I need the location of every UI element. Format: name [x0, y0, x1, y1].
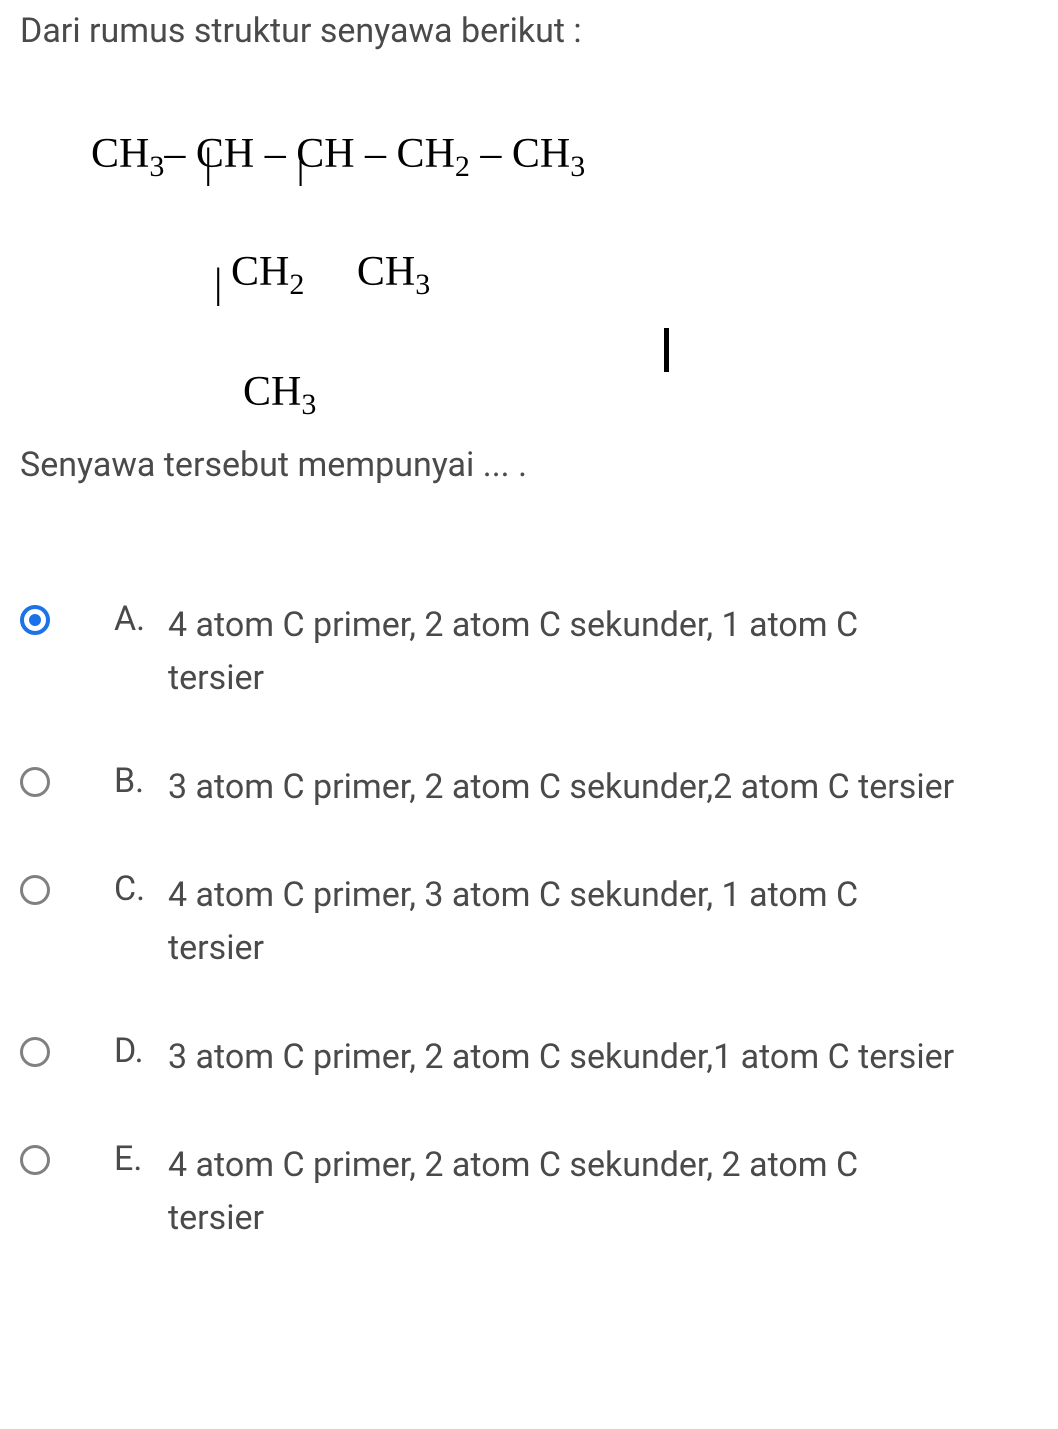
- option-text: 4 atom C primer, 3 atom C sekunder, 1 at…: [168, 869, 958, 974]
- option-text: 3 atom C primer, 2 atom C sekunder,1 ato…: [168, 1031, 954, 1084]
- option-letter: D.: [114, 1031, 168, 1071]
- question-prompt: Senyawa tersebut mempunyai ... .: [20, 442, 1038, 490]
- option-text: 4 atom C primer, 2 atom C sekunder, 2 at…: [168, 1139, 958, 1244]
- formula-row-5: CH3: [180, 320, 316, 470]
- option-row[interactable]: B.3 atom C primer, 2 atom C sekunder,2 a…: [20, 761, 1038, 814]
- option-row[interactable]: A. 4 atom C primer, 2 atom C sekunder, 1…: [20, 599, 1038, 704]
- option-letter: C.: [114, 869, 168, 909]
- formula-row-4: |: [214, 260, 222, 308]
- options-list: A. 4 atom C primer, 2 atom C sekunder, 1…: [20, 599, 1038, 1245]
- question-intro: Dari rumus struktur senyawa berikut :: [20, 8, 1038, 56]
- radio-button[interactable]: [20, 1037, 50, 1067]
- radio-button[interactable]: [20, 1145, 50, 1175]
- option-text: 4 atom C primer, 2 atom C sekunder, 1 at…: [168, 599, 958, 704]
- option-letter: A.: [114, 599, 168, 639]
- option-text: 3 atom C primer, 2 atom C sekunder,2 ato…: [168, 761, 954, 814]
- option-letter: E.: [114, 1139, 168, 1179]
- option-row[interactable]: D.3 atom C primer, 2 atom C sekunder,1 a…: [20, 1031, 1038, 1084]
- option-row[interactable]: E.4 atom C primer, 2 atom C sekunder, 2 …: [20, 1139, 1038, 1244]
- radio-button[interactable]: [20, 605, 50, 635]
- option-letter: B.: [114, 761, 168, 801]
- formula-row-2: | |: [204, 140, 305, 188]
- text-cursor: [664, 328, 669, 372]
- question-page: Dari rumus struktur senyawa berikut : CH…: [0, 0, 1058, 1265]
- option-row[interactable]: C.4 atom C primer, 3 atom C sekunder, 1 …: [20, 869, 1038, 974]
- chemical-structure: CH3– CH – CH – CH2 – CH3 | | CH2 CH3 | C…: [28, 82, 1038, 412]
- radio-button[interactable]: [20, 875, 50, 905]
- radio-button[interactable]: [20, 767, 50, 797]
